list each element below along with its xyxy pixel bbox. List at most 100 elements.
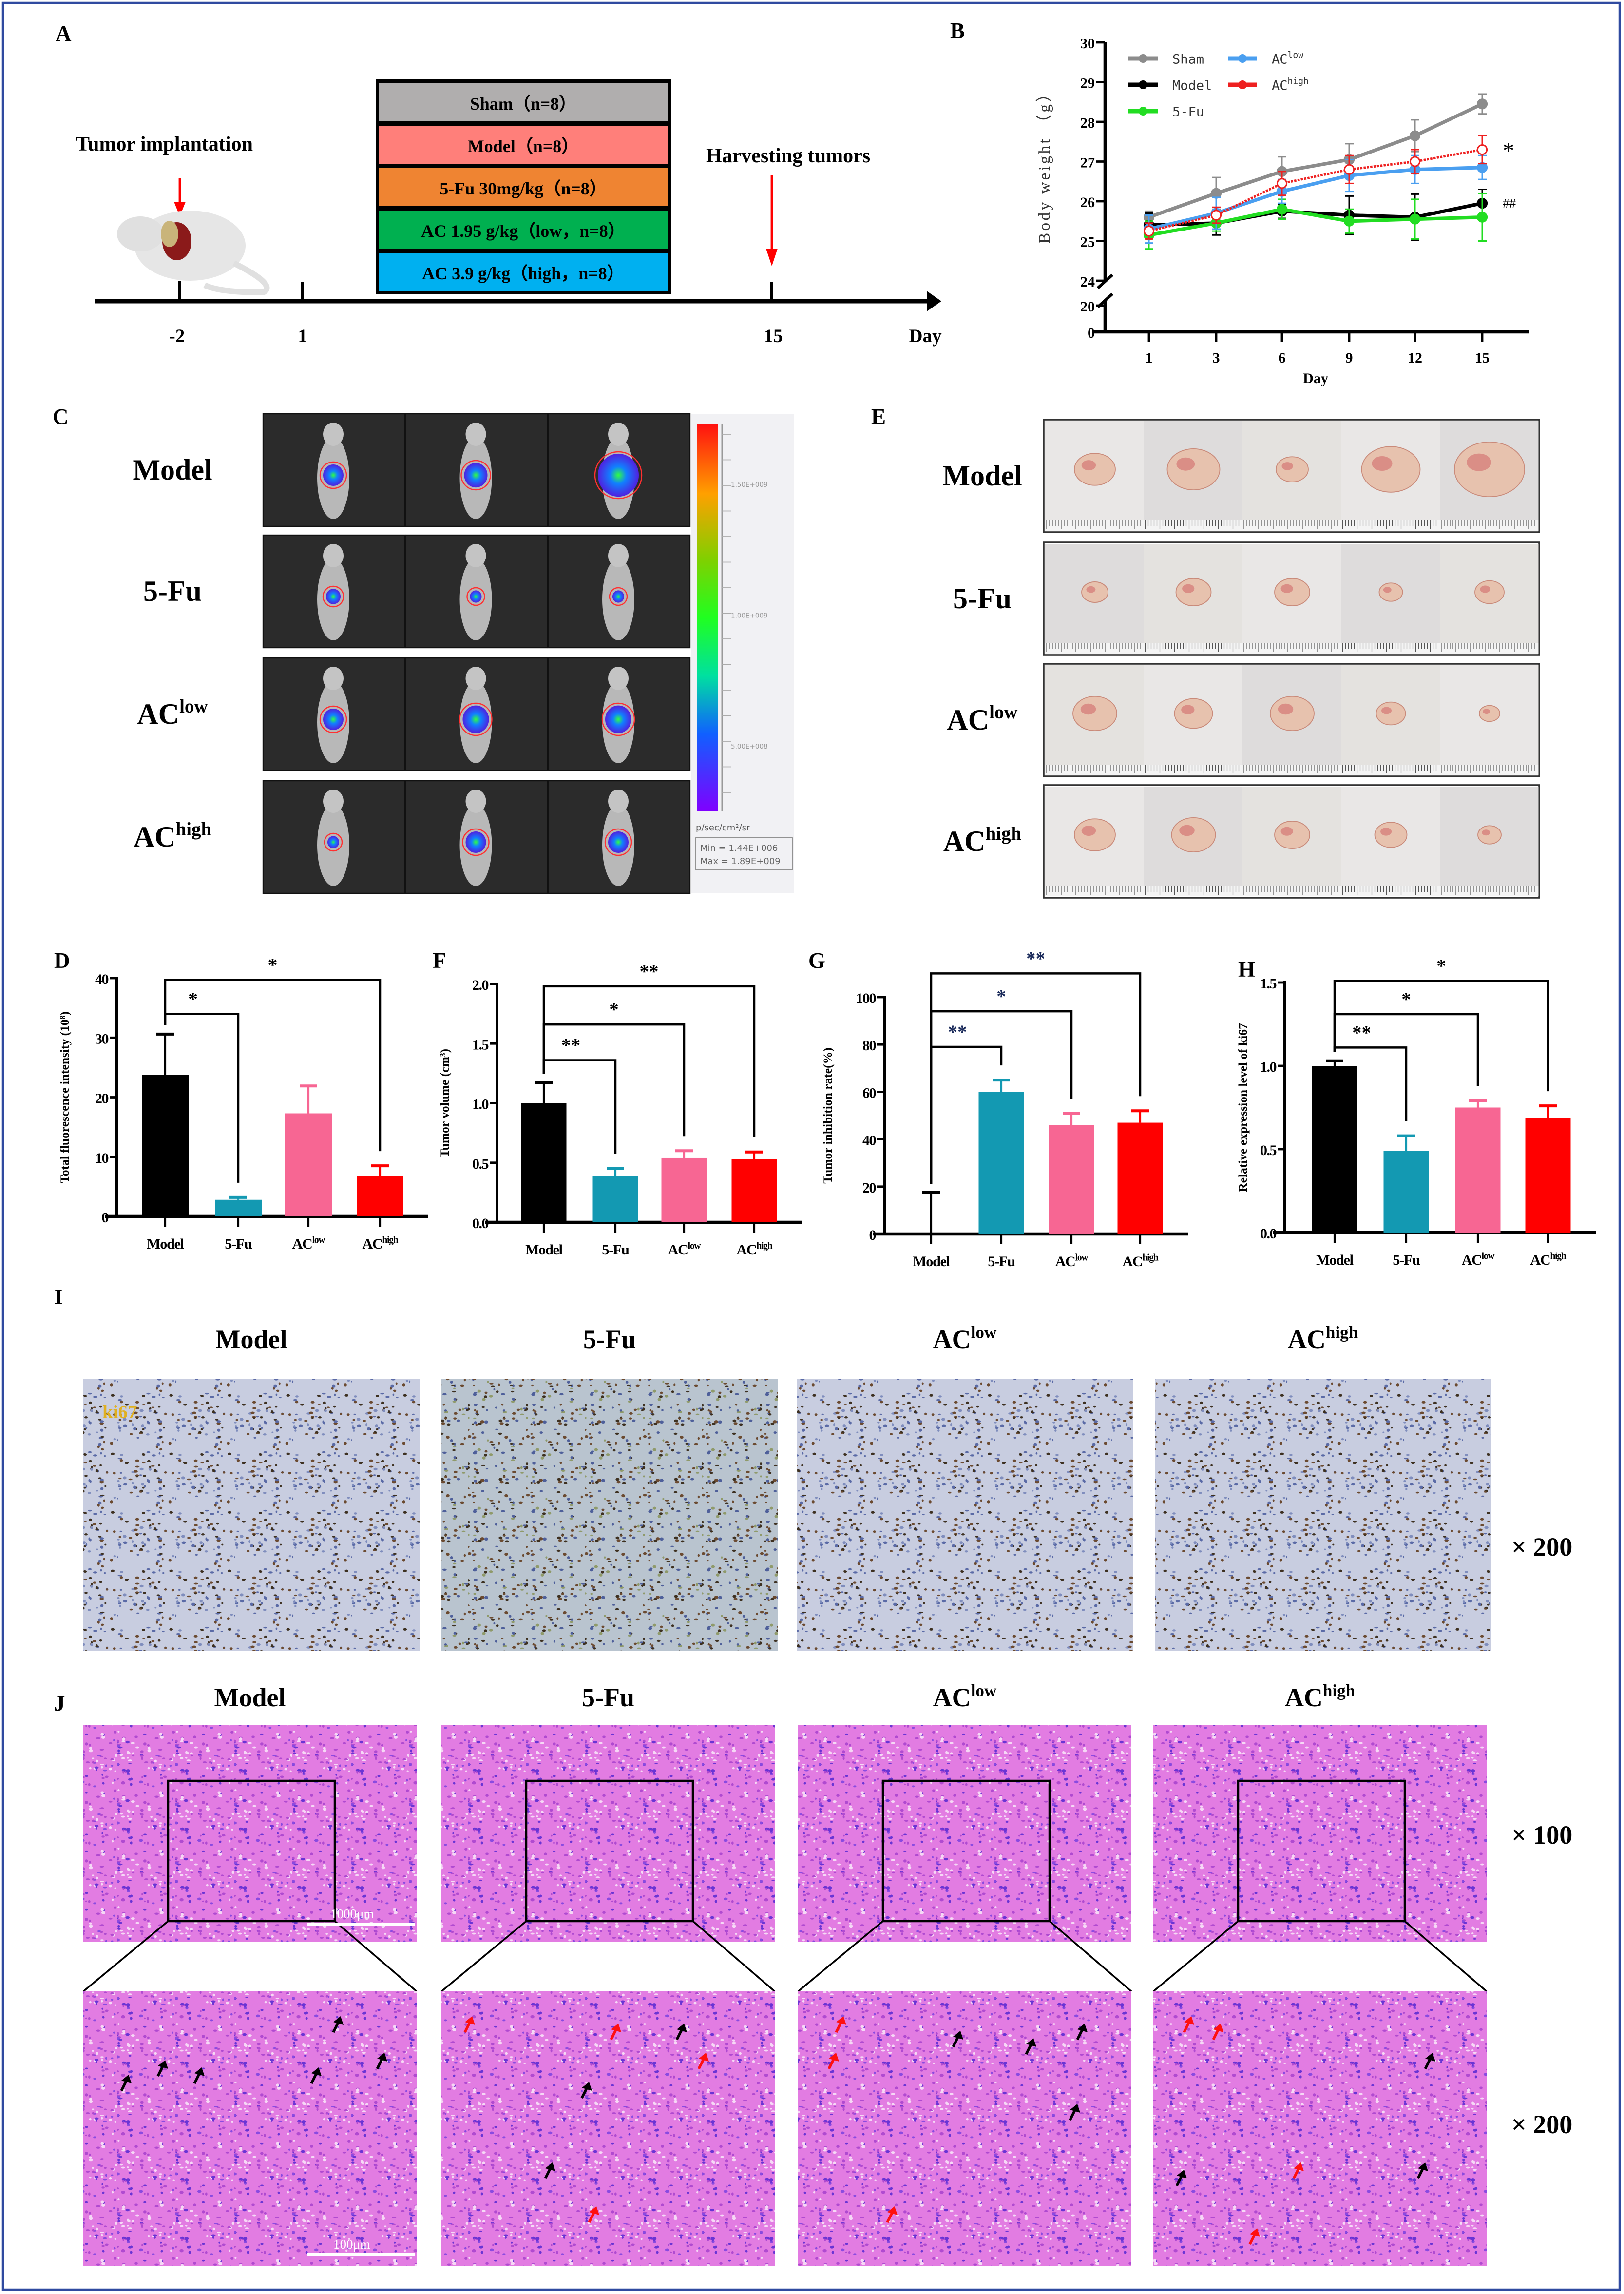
x-tick-label-text: AC	[363, 1236, 382, 1252]
bar-achigh	[731, 1159, 777, 1222]
panel-h-bar-chart: H 0.0 0.5 1.0 1.5 Relative expression level o…	[1236, 956, 1596, 1268]
ruler	[1045, 520, 1144, 531]
x-tick-label-text: AC	[1123, 1253, 1143, 1270]
panel-b-body-weight-chart: B 0 20 24 25 26 27 28 29 30 1 3 6 9 12 15 Day Body weight…	[950, 19, 1529, 386]
y-tick-label: 20	[95, 1091, 109, 1107]
data-point	[1343, 164, 1355, 175]
tumor	[1274, 821, 1310, 849]
tumor	[1274, 578, 1310, 606]
row-label: Model	[133, 454, 212, 486]
column-title-superscript: high	[1323, 1681, 1355, 1700]
x-tick-label: 5-Fu	[1393, 1252, 1420, 1268]
series-line	[1148, 148, 1483, 232]
mouse-imaging-image	[262, 657, 406, 771]
magnification-label: × 100	[1511, 1820, 1572, 1850]
x-tick-label-text: 5-Fu	[602, 1242, 629, 1258]
x-tick-label: 9	[1346, 350, 1353, 366]
y-tick-label: 80	[862, 1038, 876, 1054]
row-label-text: AC	[943, 825, 986, 857]
tumor-photo	[1242, 787, 1341, 896]
x-tick-label-superscript: low	[312, 1235, 325, 1246]
x-tick-label: AClow	[668, 1241, 701, 1258]
y-tick-label: 0	[102, 1210, 109, 1226]
tumor	[1454, 441, 1525, 498]
signal-blob	[465, 831, 486, 853]
row-label: Model	[942, 460, 1022, 492]
column-title: AClow	[933, 1681, 997, 1712]
x-tick-label-text: AC	[737, 1242, 757, 1258]
data-point	[1409, 156, 1421, 167]
group-row	[379, 211, 668, 249]
mouse-imaging-image	[262, 413, 406, 527]
ruler	[1242, 765, 1341, 775]
ruler	[1144, 765, 1242, 775]
mouse-imaging-image	[547, 534, 691, 649]
significance-label: *	[188, 988, 198, 1009]
significance-label: *	[609, 999, 619, 1020]
data-point	[1276, 204, 1288, 215]
significance-annotation: ##	[1503, 196, 1516, 211]
column-title-text: AC	[1285, 1683, 1323, 1712]
group-row	[379, 253, 668, 291]
he-micrograph-low-mag	[441, 1725, 775, 1942]
x-tick-label-superscript: low	[1075, 1253, 1089, 1263]
x-tick-label-text: AC	[292, 1236, 312, 1252]
panel-c-bioluminescence: CModel5-FuAClowAChigh1.50E+0091.00E+0095…	[53, 405, 794, 894]
mouse-imaging-image	[405, 413, 548, 527]
x-tick-label-superscript: high	[1550, 1252, 1566, 1262]
y-tick-label: 25	[1080, 234, 1095, 251]
y-axis-label: Body weight （g）	[1036, 84, 1053, 244]
x-tick-label-text: AC	[1462, 1252, 1482, 1268]
x-tick-label: 1	[1146, 350, 1153, 366]
colorbar-tick-label: 1.50E+009	[731, 481, 768, 489]
tumor-photo	[1045, 787, 1144, 896]
group-row-label: 5-Fu 30mg/kg（n=8）	[439, 179, 607, 198]
tumor-photo	[1242, 665, 1341, 775]
y-axis-label: Total fluorescence intensity (10⁸)	[57, 1011, 72, 1183]
colorbar-unit: p/sec/cm²/sr	[696, 823, 750, 833]
scale-bar-label: 1000μm	[330, 1907, 374, 1921]
y-tick-label: 20	[1080, 299, 1095, 315]
tumor	[1074, 453, 1116, 486]
roi-circle	[466, 587, 485, 606]
group-row-label: AC 1.95 g/kg（low，n=8）	[421, 221, 626, 241]
y-tick-label: 30	[95, 1031, 109, 1047]
significance-label: *	[1436, 956, 1446, 977]
tumor-photo	[1144, 665, 1242, 775]
roi-circle	[319, 705, 347, 733]
tumor-photo	[1341, 544, 1440, 654]
tumor	[1171, 817, 1216, 852]
ruler	[1440, 765, 1539, 775]
y-tick-label: 26	[1080, 194, 1095, 211]
column-title-text: 5-Fu	[583, 1325, 636, 1354]
treatment-groups-table: Sham（n=8） Model（n=8） 5-Fu 30mg/kg（n=8） AC 1…	[376, 79, 671, 294]
column-title-text: AC	[933, 1325, 971, 1354]
bar-aclow	[285, 1113, 332, 1216]
y-tick-label: 2.0	[472, 977, 489, 993]
ruler	[1045, 886, 1144, 896]
x-tick-label-superscript: high	[1142, 1253, 1158, 1263]
y-tick-label: 30	[1080, 36, 1095, 52]
ihc-micrograph	[441, 1379, 778, 1651]
row-label-text: 5-Fu	[953, 582, 1012, 615]
y-tick-label: 0.0	[472, 1215, 489, 1232]
column-title: AClow	[933, 1323, 997, 1354]
ruler	[1341, 886, 1440, 896]
y-tick-label: 0.0	[1260, 1226, 1277, 1242]
y-tick-label: 20	[862, 1180, 876, 1196]
bar-5-fu	[592, 1176, 638, 1222]
tumor-photo	[1045, 665, 1144, 775]
row-label-text: AC	[134, 821, 176, 853]
panel-label-d: D	[54, 948, 70, 973]
bar-5-fu	[1383, 1151, 1429, 1233]
roi-circle	[609, 587, 628, 606]
panel-label-g: G	[808, 948, 825, 973]
tumor-photo	[1341, 665, 1440, 775]
data-point	[1276, 178, 1288, 189]
colorbar-gradient	[697, 424, 718, 811]
y-axis-label: Tumor inhibition rate(%)	[821, 1047, 835, 1183]
data-point	[1343, 215, 1355, 227]
tumor-photo	[1341, 421, 1440, 531]
